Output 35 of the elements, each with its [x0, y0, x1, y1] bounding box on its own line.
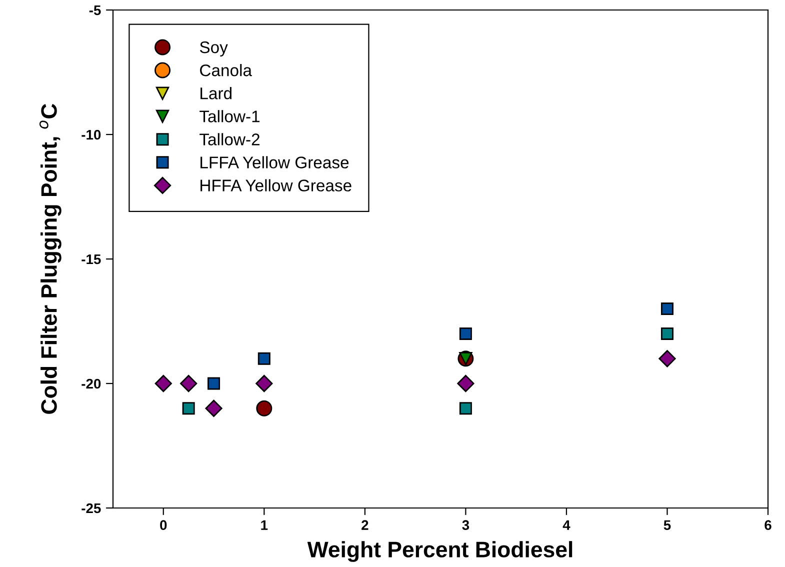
point [182, 402, 195, 415]
legend-label: Lard [200, 87, 232, 100]
y-axis-title: Cold Filter Plugging Point, $^{o}$C [39, 104, 62, 414]
point [660, 302, 674, 316]
legend-label: LFFA Yellow Grease [200, 156, 349, 168]
x-tick-label: 2 [362, 520, 368, 530]
point [457, 374, 474, 392]
point [459, 402, 472, 415]
y-tick-label: -5 [89, 5, 101, 16]
x-tick-label: 4 [562, 520, 570, 530]
legend-label: Tallow-2 [200, 133, 260, 146]
y-tick-label: -15 [82, 254, 101, 264]
y-tick-label: -25 [82, 503, 101, 514]
x-tick-label: 6 [764, 520, 772, 530]
y-tick-label: -20 [82, 378, 101, 389]
x-tick-label: 0 [160, 520, 167, 530]
x-axis-title: Weight Percent Biodiesel [307, 541, 572, 562]
point [459, 327, 472, 340]
x-tick-label: 5 [664, 520, 671, 530]
legend-label: Canola [200, 64, 252, 76]
x-tick-label: 1 [261, 520, 268, 530]
point [258, 352, 270, 365]
legend-label: HFFA Yellow Grease [200, 179, 352, 192]
point [256, 400, 272, 416]
point [256, 374, 273, 392]
legend-label: Tallow-1 [200, 110, 260, 122]
point [205, 400, 222, 417]
y-tick-label: -10 [82, 130, 101, 140]
x-tick-label: 3 [462, 520, 470, 530]
legend-label: Soy [200, 41, 228, 57]
point [180, 374, 198, 392]
point [154, 374, 172, 392]
point [658, 350, 676, 368]
point [660, 327, 674, 340]
point [208, 377, 220, 390]
